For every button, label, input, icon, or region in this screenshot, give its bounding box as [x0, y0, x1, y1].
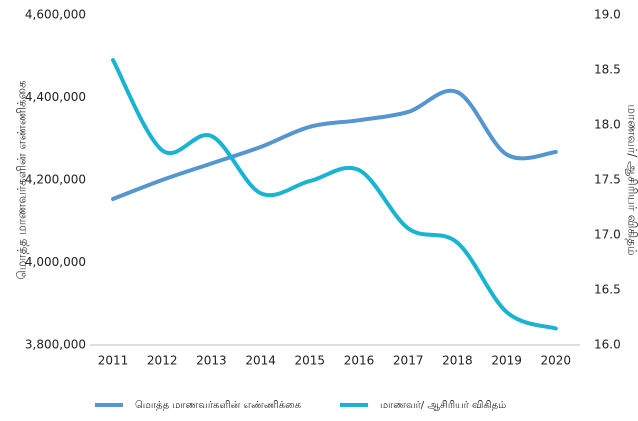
- x-tick-label: 2011: [98, 354, 129, 368]
- line-series: [111, 58, 558, 331]
- y-tick-label: 4,000,000: [25, 255, 86, 269]
- y2-axis-label: மாணவர்/ ஆசிரியர் விகிதம்: [626, 104, 638, 255]
- x-tick-label: 2020: [541, 354, 572, 368]
- y-tick-label: 3,800,000: [25, 338, 86, 352]
- y2-tick-label: 17.5: [594, 173, 621, 187]
- x-tick-label: 2014: [245, 354, 276, 368]
- legend-label: மொத்த மாணவர்களின் எண்ணிக்கை: [135, 400, 301, 411]
- y-tick-label: 4,600,000: [25, 8, 86, 22]
- line-series: [111, 88, 558, 201]
- x-tick-label: 2016: [344, 354, 375, 368]
- x-tick-label: 2012: [147, 354, 178, 368]
- legend-label: மாணவர்/ ஆசிரியர் விகிதம்: [380, 400, 506, 411]
- x-tick-label: 2015: [295, 354, 326, 368]
- y-tick-label: 4,200,000: [25, 173, 86, 187]
- x-tick-label: 2018: [442, 354, 473, 368]
- y2-tick-label: 17.0: [594, 228, 621, 242]
- x-tick-label: 2017: [393, 354, 424, 368]
- x-tick-label: 2019: [491, 354, 522, 368]
- y-tick-label: 4,400,000: [25, 90, 86, 104]
- y2-tick-label: 16.0: [594, 338, 621, 352]
- y2-tick-label: 16.5: [594, 283, 621, 297]
- y2-tick-label: 19.0: [594, 8, 621, 22]
- y2-tick-label: 18.5: [594, 63, 621, 77]
- y2-tick-label: 18.0: [594, 118, 621, 132]
- y-axis-label: மொத்த மாணவர்களின் எண்ணிக்கை: [15, 80, 29, 280]
- x-tick-label: 2013: [196, 354, 227, 368]
